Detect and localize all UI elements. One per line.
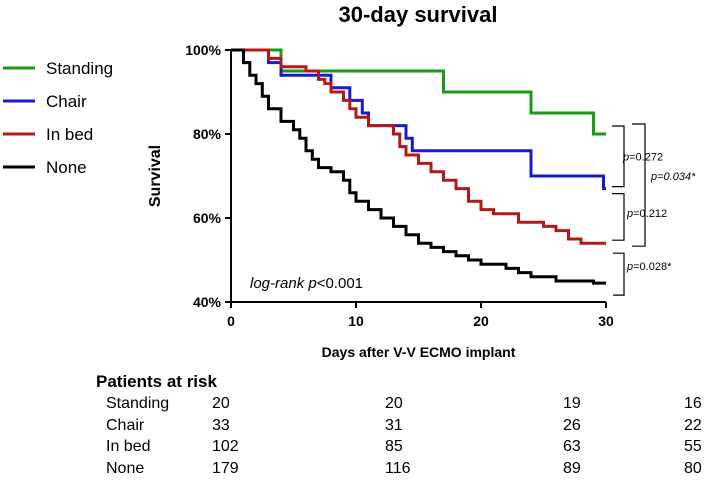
risk-table-title: Patients at risk xyxy=(96,372,217,391)
series-line-in-bed xyxy=(231,48,606,245)
risk-cell-value: 26 xyxy=(563,416,581,434)
p-bracket xyxy=(632,123,646,247)
risk-row-label: In bed xyxy=(106,438,151,455)
series-line-none xyxy=(231,48,606,285)
x-tick-label: 30 xyxy=(598,313,614,329)
logrank-annotation: log-rank p<0.001 xyxy=(250,275,363,292)
risk-cell-value: 22 xyxy=(684,416,702,434)
y-axis-label: Survival xyxy=(147,145,164,207)
p-bracket xyxy=(613,252,625,296)
series-lines xyxy=(231,48,606,285)
risk-row-label: Standing xyxy=(106,395,170,412)
p-value-label: p=0.034* xyxy=(650,171,696,183)
y-tick-label: 100% xyxy=(185,42,221,58)
risk-cell-value: 33 xyxy=(212,416,230,434)
risk-cell-value: 19 xyxy=(563,395,581,412)
risk-cell-value: 89 xyxy=(563,459,581,477)
axes: 40% 60% 80% 100% 0 10 20 30 Days after V-V ECMO … xyxy=(147,42,614,360)
legend: Standing Chair In bed None xyxy=(3,59,113,177)
x-axis-label: Days after V-V ECMO implant xyxy=(322,344,516,360)
y-tick-label: 40% xyxy=(193,294,222,310)
risk-row-label: Chair xyxy=(106,416,145,434)
risk-cell-value: 55 xyxy=(684,438,702,455)
y-tick-label: 60% xyxy=(193,210,222,226)
x-tick-label: 10 xyxy=(348,313,364,329)
x-tick-label: 0 xyxy=(227,313,235,329)
risk-cell-value: 63 xyxy=(563,438,581,455)
risk-cell-value: 85 xyxy=(385,438,403,455)
chart-title: 30-day survival xyxy=(339,2,498,27)
risk-cell-value: 179 xyxy=(212,459,239,477)
risk-cell-value: 102 xyxy=(212,438,239,455)
p-bracket xyxy=(612,193,625,241)
risk-cell-value: 31 xyxy=(385,416,403,434)
y-tick-label: 80% xyxy=(193,126,222,142)
pairwise-p-values: p=0.272 p=0.034* p=0.212 p=0.028* xyxy=(612,123,696,296)
legend-label: Chair xyxy=(46,92,87,111)
p-bracket xyxy=(612,125,625,188)
legend-label: None xyxy=(46,158,87,177)
risk-cell-value: 20 xyxy=(212,395,230,412)
risk-cell-value: 20 xyxy=(385,395,403,412)
p-value-label: p=0.272 xyxy=(622,151,663,163)
risk-cell-value: 116 xyxy=(385,459,411,477)
x-tick-label: 20 xyxy=(473,313,489,329)
p-value-label: p=0.212 xyxy=(626,208,667,220)
series-line-chair xyxy=(231,48,606,191)
p-value-label: p=0.028* xyxy=(626,261,672,273)
risk-cell-value: 16 xyxy=(684,395,702,412)
legend-label: In bed xyxy=(46,125,93,144)
legend-label: Standing xyxy=(46,59,113,78)
risk-cell-value: 80 xyxy=(684,459,702,477)
risk-row-label: None xyxy=(106,459,145,477)
